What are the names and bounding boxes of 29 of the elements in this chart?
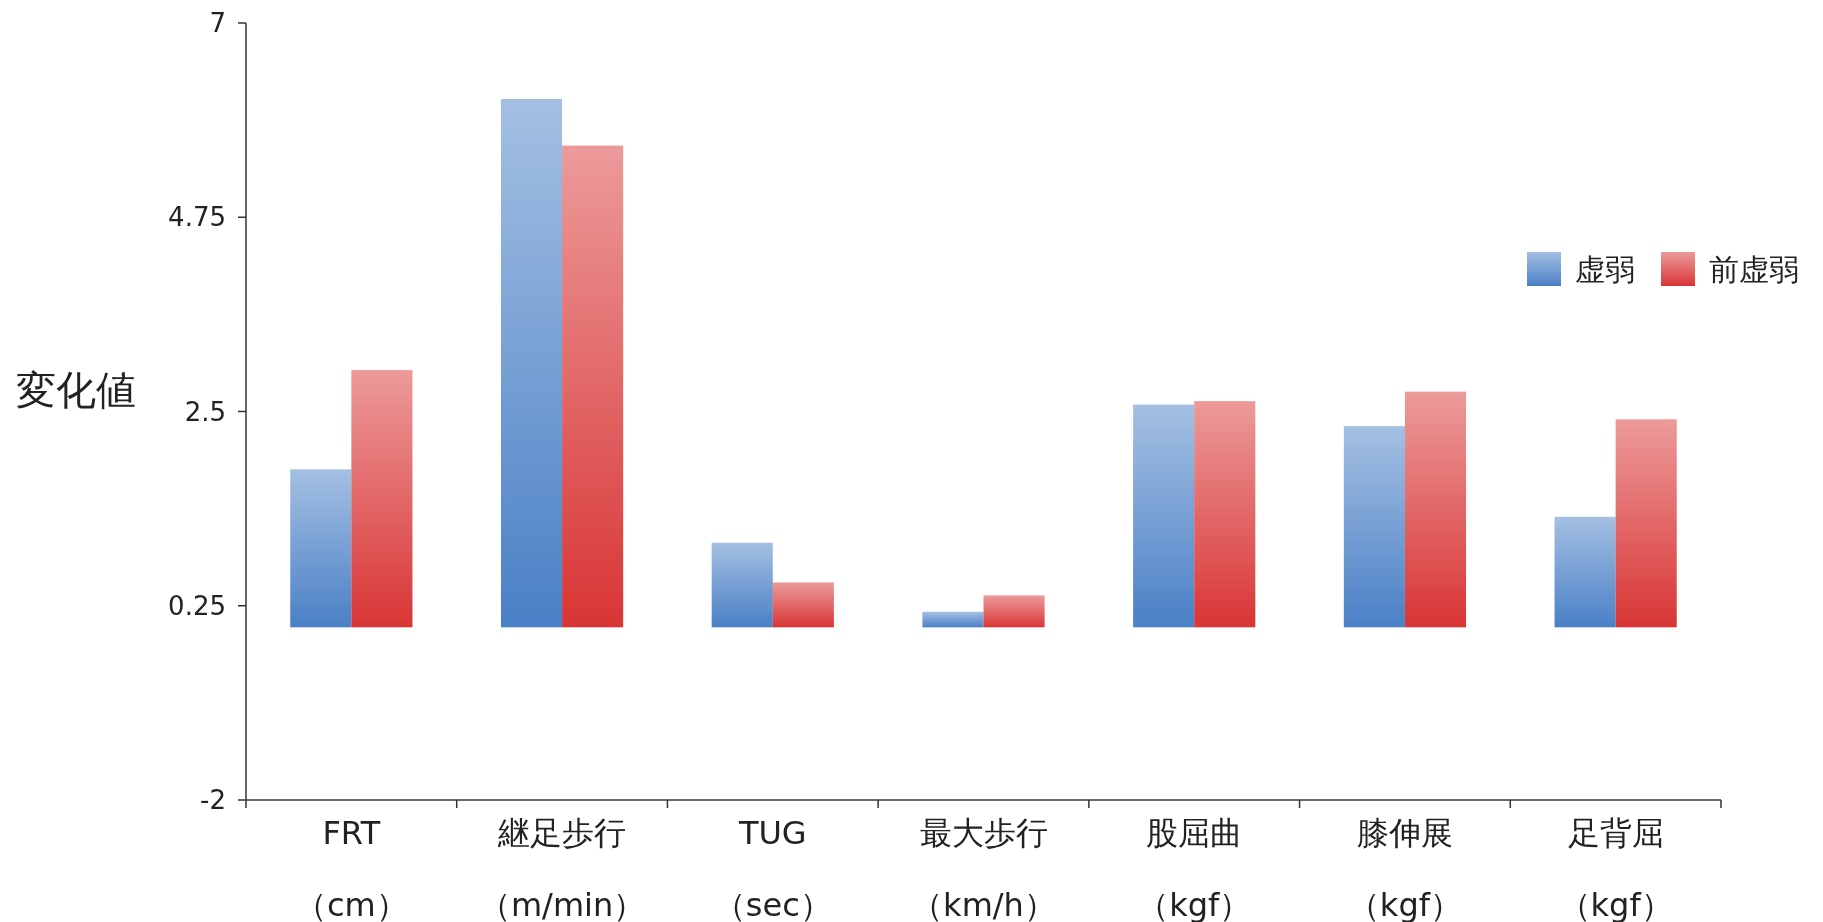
x-tick-label: 膝伸展（kgf）	[1347, 814, 1462, 922]
y-axis-title: 変化値	[16, 366, 136, 413]
x-tick-label: 足背屈（kgf）	[1558, 814, 1673, 922]
bar	[922, 611, 984, 628]
y-tick-label: 4.75	[168, 202, 226, 233]
bar	[711, 542, 773, 628]
bar	[1343, 426, 1405, 628]
y-tick-label: 7	[209, 8, 226, 38]
x-tick-label: FRT （cm）	[294, 814, 408, 922]
bar	[983, 595, 1045, 628]
x-tick-label: 股屈曲（kgf）	[1137, 814, 1252, 922]
bar	[500, 98, 563, 628]
y-tick-label: -2	[200, 785, 226, 815]
y-tick-label: 0.25	[168, 590, 226, 621]
x-tick-label: 継足歩行（m/min）	[478, 814, 646, 922]
bar	[562, 145, 624, 628]
legend-label: 前虚弱	[1709, 252, 1799, 287]
legend-label: 虚弱	[1575, 252, 1635, 287]
x-tick-label: TUG （sec）	[713, 814, 832, 922]
bar	[351, 370, 413, 628]
bar	[1194, 401, 1256, 628]
y-tick-label: 2.5	[184, 396, 226, 427]
x-tick-label: 最大歩行（km/h）	[911, 814, 1056, 922]
bar	[1404, 391, 1467, 628]
bar	[1554, 516, 1616, 628]
bar	[1615, 419, 1677, 628]
bar	[290, 469, 352, 628]
bar	[772, 582, 834, 628]
bar	[1133, 404, 1195, 628]
